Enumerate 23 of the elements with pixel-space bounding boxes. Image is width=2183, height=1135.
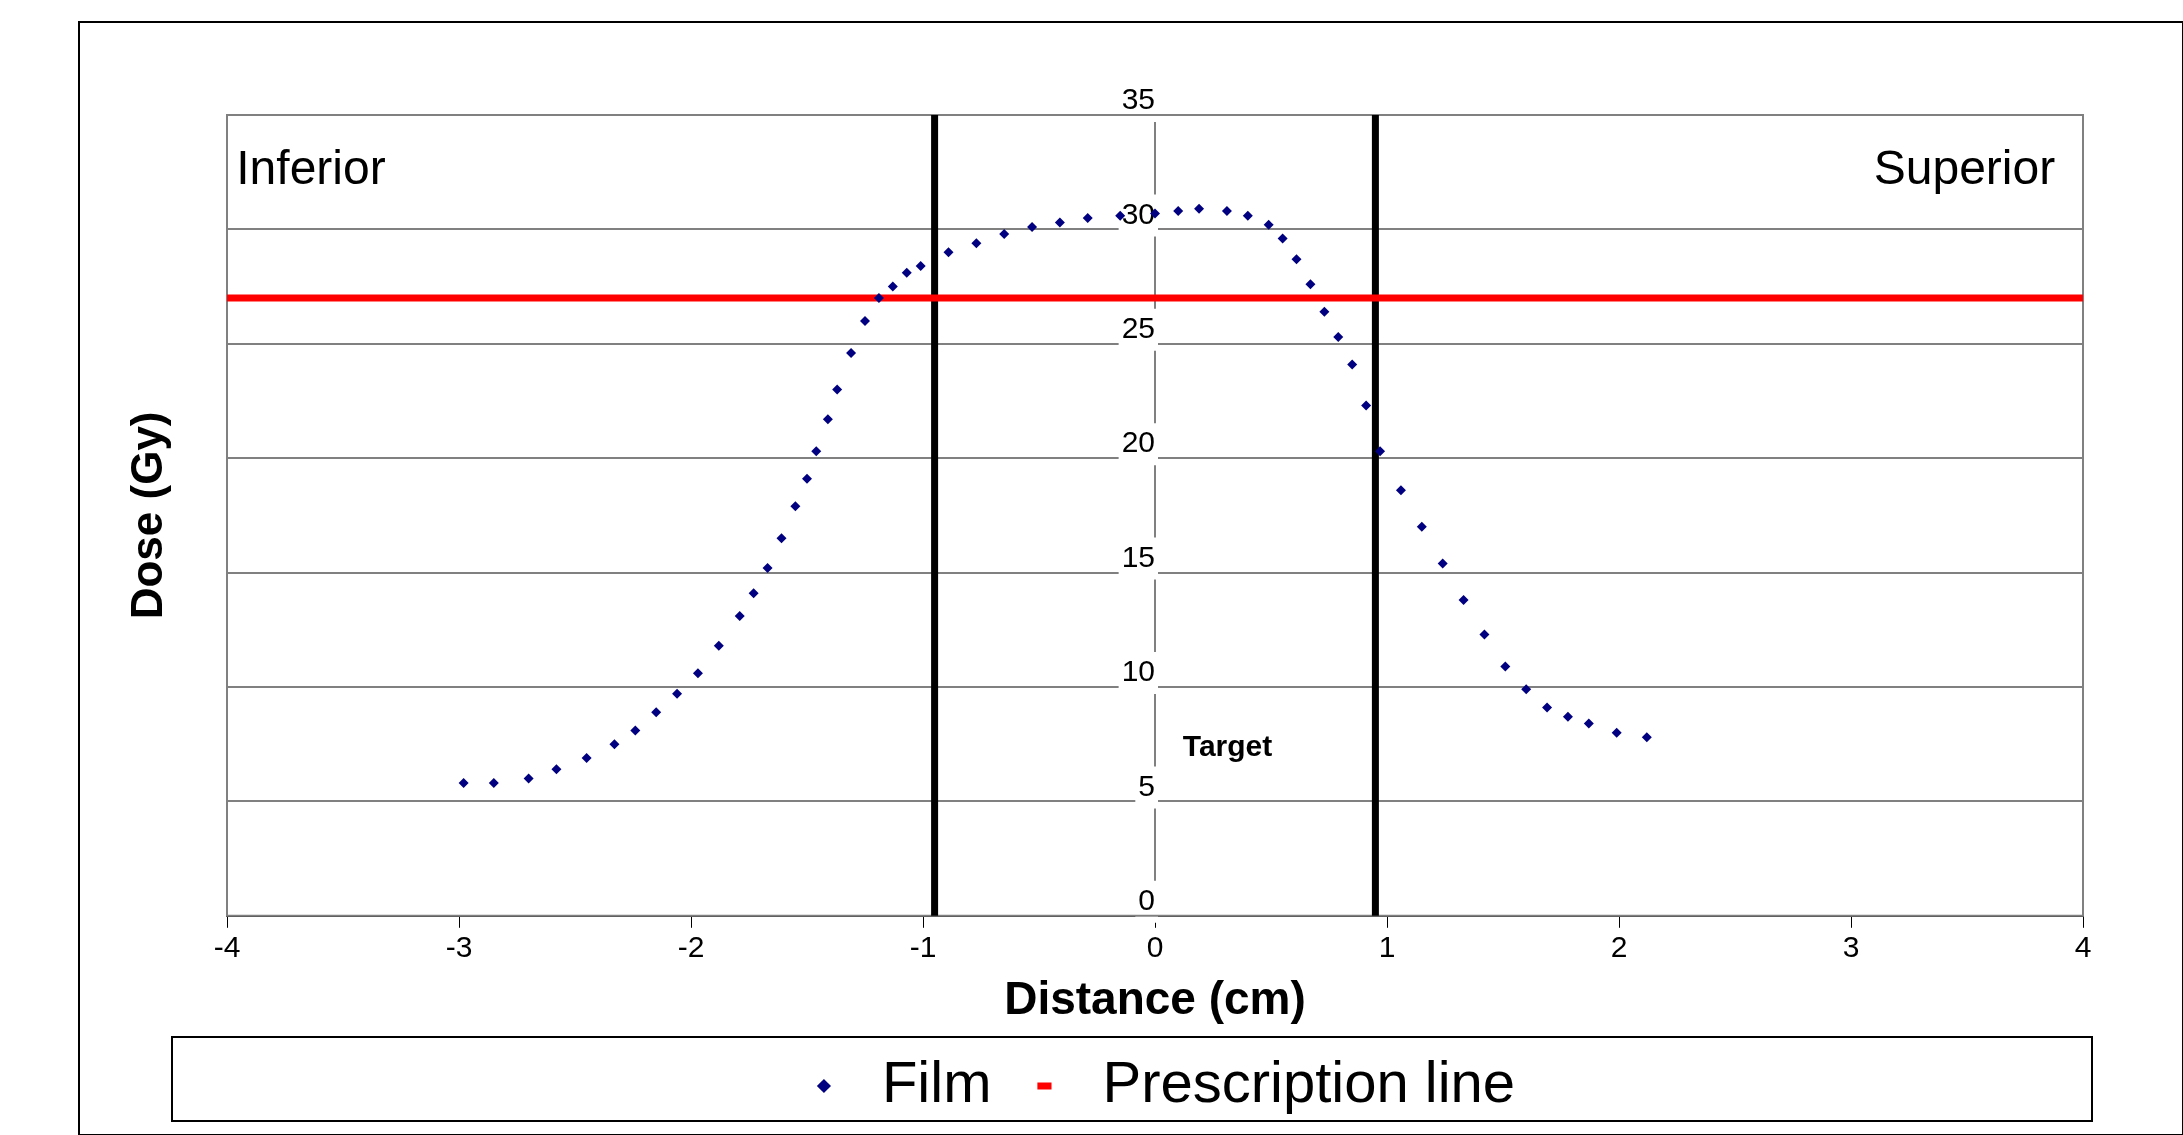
- annotation: Superior: [1873, 141, 2056, 195]
- y-tick-label: 15: [1121, 539, 1155, 573]
- x-tick-label: 1: [1378, 930, 1396, 964]
- y-tick-label: 0: [1138, 883, 1155, 917]
- x-tick-label: -1: [909, 930, 937, 964]
- y-tick-label: 20: [1121, 425, 1155, 459]
- x-axis-title: Distance (cm): [1004, 972, 1306, 1025]
- annotation: Target: [1182, 728, 1273, 762]
- x-tick-label: 2: [1610, 930, 1628, 964]
- y-tick-label: 35: [1121, 82, 1155, 116]
- y-tick-label: 10: [1121, 654, 1155, 688]
- x-tick-label: -4: [213, 930, 241, 964]
- y-tick-label: 5: [1138, 768, 1155, 802]
- x-tick-label: 3: [1842, 930, 1860, 964]
- y-axis-title: Dose (Gy): [122, 411, 172, 620]
- x-tick-label: 4: [2074, 930, 2092, 964]
- legend-label: Prescription line: [1102, 1049, 1516, 1114]
- y-tick-label: 30: [1121, 196, 1155, 230]
- x-tick-label: -2: [677, 930, 705, 964]
- legend-label: Film: [881, 1049, 992, 1114]
- annotation: Inferior: [236, 141, 386, 195]
- x-tick-label: -3: [445, 930, 473, 964]
- y-tick-label: 25: [1121, 311, 1155, 345]
